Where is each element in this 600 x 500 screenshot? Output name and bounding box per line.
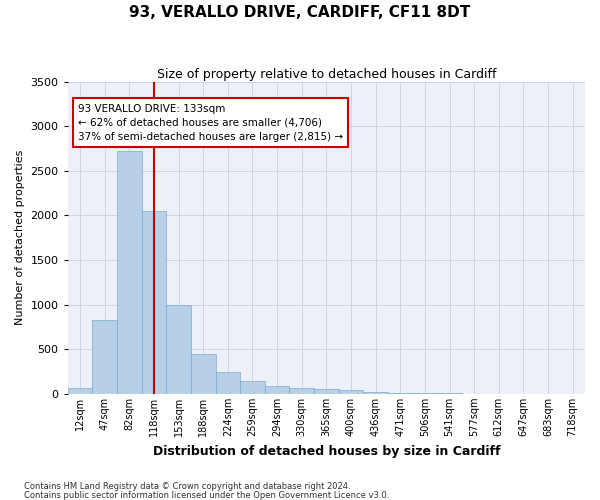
Bar — [191, 354, 215, 394]
X-axis label: Distribution of detached houses by size in Cardiff: Distribution of detached houses by size … — [152, 444, 500, 458]
Bar — [265, 386, 289, 394]
Y-axis label: Number of detached properties: Number of detached properties — [15, 150, 25, 326]
Bar — [289, 388, 314, 394]
Bar — [142, 211, 166, 394]
Text: Contains HM Land Registry data © Crown copyright and database right 2024.: Contains HM Land Registry data © Crown c… — [24, 482, 350, 491]
Text: 93, VERALLO DRIVE, CARDIFF, CF11 8DT: 93, VERALLO DRIVE, CARDIFF, CF11 8DT — [130, 5, 470, 20]
Bar — [413, 393, 437, 394]
Bar — [364, 392, 388, 394]
Bar — [166, 304, 191, 394]
Bar — [92, 320, 117, 394]
Text: Contains public sector information licensed under the Open Government Licence v3: Contains public sector information licen… — [24, 490, 389, 500]
Bar — [117, 151, 142, 394]
Bar — [68, 388, 92, 394]
Title: Size of property relative to detached houses in Cardiff: Size of property relative to detached ho… — [157, 68, 496, 80]
Bar — [388, 393, 413, 394]
Bar — [314, 389, 338, 394]
Text: 93 VERALLO DRIVE: 133sqm
← 62% of detached houses are smaller (4,706)
37% of sem: 93 VERALLO DRIVE: 133sqm ← 62% of detach… — [78, 104, 343, 142]
Bar — [240, 380, 265, 394]
Bar — [338, 390, 364, 394]
Bar — [215, 372, 240, 394]
